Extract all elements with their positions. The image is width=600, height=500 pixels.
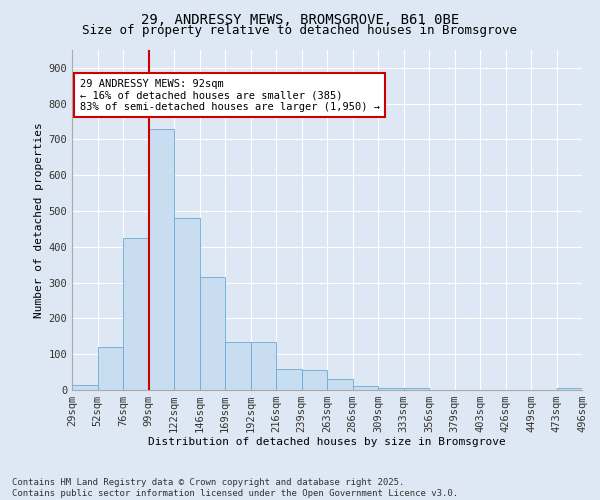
Text: 29, ANDRESSY MEWS, BROMSGROVE, B61 0BE: 29, ANDRESSY MEWS, BROMSGROVE, B61 0BE <box>141 12 459 26</box>
Bar <box>72 384 97 390</box>
Bar <box>378 388 404 390</box>
Bar <box>557 388 582 390</box>
Bar <box>199 278 225 390</box>
Y-axis label: Number of detached properties: Number of detached properties <box>34 122 44 318</box>
Bar <box>97 347 123 390</box>
Bar <box>251 342 276 390</box>
Bar <box>327 380 353 390</box>
Bar <box>149 128 174 390</box>
Text: Size of property relative to detached houses in Bromsgrove: Size of property relative to detached ho… <box>83 24 517 37</box>
X-axis label: Distribution of detached houses by size in Bromsgrove: Distribution of detached houses by size … <box>148 436 506 446</box>
Bar <box>302 370 327 390</box>
Text: Contains HM Land Registry data © Crown copyright and database right 2025.
Contai: Contains HM Land Registry data © Crown c… <box>12 478 458 498</box>
Text: 29 ANDRESSY MEWS: 92sqm
← 16% of detached houses are smaller (385)
83% of semi-d: 29 ANDRESSY MEWS: 92sqm ← 16% of detache… <box>80 78 380 112</box>
Bar <box>225 342 251 390</box>
Bar <box>353 386 378 390</box>
Bar <box>174 218 199 390</box>
Bar <box>404 388 429 390</box>
Bar <box>276 368 302 390</box>
Bar <box>123 238 149 390</box>
